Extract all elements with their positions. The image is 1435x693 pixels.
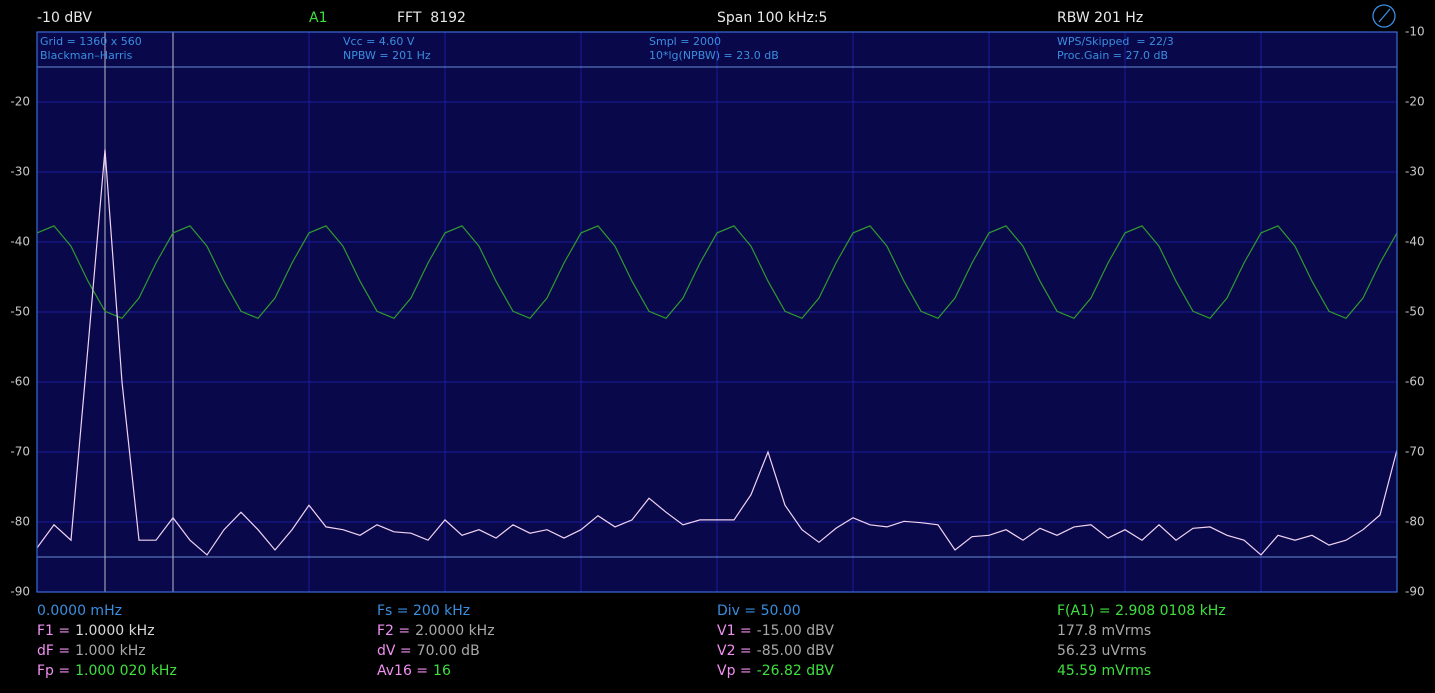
readout: 0.0000 mHz [37,603,122,619]
readout: F1 = 1.0000 kHz [37,623,155,639]
readout-text: F(A1) = 2.908 0108 kHz [1057,603,1226,619]
info-text: Proc.Gain = 27.0 dB [1057,49,1168,62]
readout: V2 = -85.00 dBV [717,643,834,659]
readout-value: 1.000 020 kHz [75,663,177,679]
span: Span 100 kHz:5 [717,10,827,26]
readout-text: 0.0000 mHz [37,603,122,619]
readout: Fs = 200 kHz [377,603,470,619]
readout-label: V1 = [717,623,752,639]
readout-value: -15.00 dBV [757,623,835,639]
readout-label: dF = [37,643,70,659]
y-tick-label-left: -20 [10,95,30,109]
y-tick-label-left: -60 [10,375,30,389]
tick-labels: -10 -20 -20 -30 -30 -40 -40 -50 -50 -60 -60 -70 -70 -… [10,25,1424,599]
readout-text: Fs = 200 kHz [377,603,470,619]
y-tick-label-left: -30 [10,165,30,179]
y-tick-label-left: -90 [10,585,30,599]
readout-value: 1.000 kHz [75,643,146,659]
cursors [37,32,1397,592]
y-tick-label-right: -50 [1405,305,1425,319]
readout-label: F2 = [377,623,410,639]
readout-value: -26.82 dBV [757,663,835,679]
readout: dF = 1.000 kHz [37,643,146,659]
y-tick-label-right: -70 [1405,445,1425,459]
y-tick-label-right: -20 [1405,95,1425,109]
readout: F2 = 2.0000 kHz [377,623,495,639]
channel: A1 [309,10,327,26]
readout-value: 16 [433,663,451,679]
info-text: NPBW = 201 Hz [343,49,431,62]
readout: Vp = -26.82 dBV [717,663,834,679]
readout: V1 = -15.00 dBV [717,623,834,639]
readout-value: 2.0000 kHz [415,623,494,639]
fft-size: FFT 8192 [397,10,466,26]
knob-icon[interactable] [1372,4,1396,28]
readout: Fp = 1.000 020 kHz [37,663,177,679]
info-text: 10*lg(NPBW) = 23.0 dB [649,49,779,62]
readout-text: Div = 50.00 [717,603,801,619]
readout: Av16 = 16 [377,663,451,679]
readout-label: dV = [377,643,412,659]
readout-text: 45.59 mVrms [1057,663,1151,679]
y-tick-label-right: -90 [1405,585,1425,599]
y-tick-label-right: -30 [1405,165,1425,179]
y-tick-label-right: -40 [1405,235,1425,249]
readout: Div = 50.00 [717,603,801,619]
readout-value: -85.00 dBV [757,643,835,659]
plot-border [36,31,1398,593]
readout: 45.59 mVrms [1057,663,1151,679]
info-text: WPS/Skipped = 22/3 [1057,35,1174,48]
readout-label: F1 = [37,623,70,639]
trace [36,149,1398,556]
readout: 177.8 mVrms [1057,623,1151,639]
readout: dV = 70.00 dB [377,643,480,659]
info-text: Blackman–Harris [40,49,133,62]
y-tick-label-left: -70 [10,445,30,459]
info-text: Vcc = 4.60 V [343,35,415,48]
readout-label: Fp = [37,663,70,679]
readout-text: 177.8 mVrms [1057,623,1151,639]
y-tick-label-right: -60 [1405,375,1425,389]
readout-text: 56.23 uVrms [1057,643,1146,659]
trace [36,225,1398,320]
info-text: Grid = 1360 x 560 [40,35,142,48]
readout-label: V2 = [717,643,752,659]
readout: F(A1) = 2.908 0108 kHz [1057,603,1226,619]
y-tick-label-left: -80 [10,515,30,529]
y-tick-label-right: -80 [1405,515,1425,529]
info-text: Smpl = 2000 [649,35,721,48]
traces [36,149,1398,556]
rbw: RBW 201 Hz [1057,10,1143,26]
y-tick-label-right: -10 [1405,25,1425,39]
readout-value: 70.00 dB [417,643,480,659]
readout-label: Av16 = [377,663,428,679]
readout-label: Vp = [717,663,752,679]
footer-readouts: 0.0000 mHz F1 = 1.0000 kHz dF = 1.000 kHz Fp … [37,603,1226,679]
level: -10 dBV [37,10,92,26]
y-tick-label-left: -50 [10,305,30,319]
readout-value: 1.0000 kHz [75,623,154,639]
y-tick-label-left: -40 [10,235,30,249]
readout: 56.23 uVrms [1057,643,1146,659]
